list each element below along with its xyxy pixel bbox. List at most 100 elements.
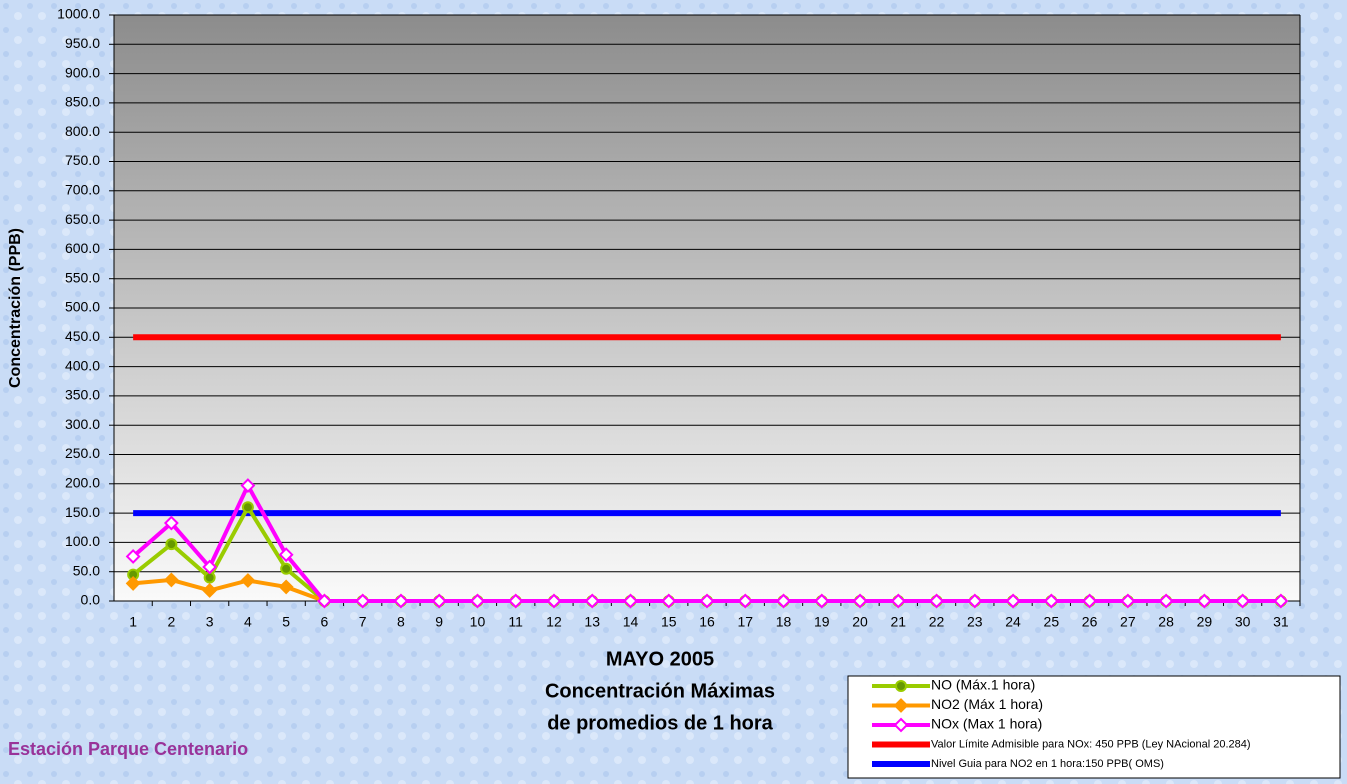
x-tick-label: 19 [814, 614, 830, 630]
x-tick-label: 5 [282, 614, 290, 630]
point [1196, 593, 1212, 609]
y-tick-label: 750.0 [65, 152, 100, 168]
point [1043, 593, 1059, 609]
x-tick-label: 4 [244, 614, 252, 630]
y-tick-label: 800.0 [65, 123, 100, 139]
y-axis-label: Concentración (PPB) [7, 228, 24, 388]
y-tick-label: 50.0 [73, 562, 100, 578]
y-tick-label: 650.0 [65, 211, 100, 227]
x-tick-label: 2 [167, 614, 175, 630]
point [1005, 593, 1021, 609]
y-tick-label: 700.0 [65, 182, 100, 198]
x-tick-label: 23 [967, 614, 983, 630]
point [623, 593, 638, 609]
point [1120, 593, 1136, 609]
x-tick-label: 16 [699, 614, 715, 630]
x-tick-label: 27 [1120, 614, 1136, 630]
point [852, 593, 868, 609]
point [470, 593, 485, 609]
point [240, 573, 256, 588]
x-tick-label: 29 [1197, 614, 1213, 630]
point [163, 515, 179, 531]
point [1235, 593, 1251, 609]
station-name: Estación Parque Centenario [8, 739, 248, 759]
y-tick-label: 600.0 [65, 240, 100, 256]
x-tick-label: 11 [508, 614, 523, 630]
point [202, 559, 218, 575]
point [393, 593, 409, 609]
x-tick-label: 21 [891, 614, 907, 630]
x-tick-label: 3 [206, 614, 214, 630]
point [431, 593, 447, 609]
point [165, 538, 178, 551]
point [202, 583, 218, 598]
point [1158, 593, 1174, 609]
y-tick-label: 850.0 [65, 94, 100, 110]
x-tick-label: 7 [359, 614, 367, 630]
point [280, 562, 293, 575]
x-tick-label: 28 [1158, 614, 1174, 630]
point [893, 717, 909, 733]
point [546, 593, 562, 609]
point [584, 593, 600, 609]
x-tick-label: 12 [546, 614, 562, 630]
point [317, 593, 332, 609]
x-axis-label: de promedios de 1 hora [547, 712, 773, 734]
x-tick-label: 25 [1044, 614, 1060, 630]
y-tick-label: 550.0 [65, 269, 100, 285]
point [776, 593, 791, 609]
y-tick-label: 250.0 [65, 445, 100, 461]
point [895, 680, 907, 692]
y-tick-label: 500.0 [65, 299, 100, 315]
x-tick-label: 9 [435, 614, 443, 630]
y-tick-label: 350.0 [65, 387, 100, 403]
y-tick-label: 900.0 [65, 64, 100, 80]
point [278, 579, 294, 595]
y-tick-label: 300.0 [65, 416, 100, 432]
x-axis-label: MAYO 2005 [606, 648, 714, 670]
x-tick-label: 6 [321, 614, 329, 630]
y-tick-label: 950.0 [65, 35, 100, 51]
point [661, 593, 677, 609]
x-tick-label: 17 [737, 614, 753, 630]
point [814, 593, 830, 609]
y-tick-label: 100.0 [65, 533, 100, 549]
x-tick-label: 26 [1082, 614, 1098, 630]
point [355, 593, 371, 609]
x-tick-label: 14 [623, 614, 639, 630]
x-tick-label: 22 [929, 614, 945, 630]
x-tick-label: 30 [1235, 614, 1251, 630]
y-tick-label: 1000.0 [57, 6, 100, 22]
point [241, 501, 254, 514]
point [737, 593, 753, 609]
y-tick-label: 0.0 [81, 592, 101, 608]
point [929, 593, 944, 609]
point [508, 593, 524, 609]
y-tick-label: 150.0 [65, 504, 100, 520]
point [893, 698, 909, 713]
point [699, 593, 715, 609]
x-axis-label: Concentración Máximas [545, 680, 775, 702]
x-tick-label: 18 [776, 614, 792, 630]
point [890, 593, 906, 609]
legend-label: Nivel Guia para NO2 en 1 hora:150 PPB( O… [931, 758, 1164, 770]
x-tick-label: 1 [129, 614, 137, 630]
x-tick-label: 31 [1273, 614, 1289, 630]
point [125, 576, 141, 591]
x-tick-label: 15 [661, 614, 677, 630]
x-tick-label: 10 [470, 614, 486, 630]
y-tick-label: 200.0 [65, 475, 100, 491]
legend-label: NO2 (Máx 1 hora) [931, 696, 1043, 712]
x-tick-label: 13 [584, 614, 600, 630]
legend-label: NOx (Max 1 hora) [931, 716, 1042, 732]
point [967, 593, 983, 609]
point [125, 549, 141, 564]
x-tick-label: 8 [397, 614, 405, 630]
legend-label: NO (Máx.1 hora) [931, 677, 1035, 693]
x-tick-label: 24 [1005, 614, 1021, 630]
y-tick-label: 450.0 [65, 328, 100, 344]
point [1273, 593, 1289, 609]
point [163, 572, 179, 588]
